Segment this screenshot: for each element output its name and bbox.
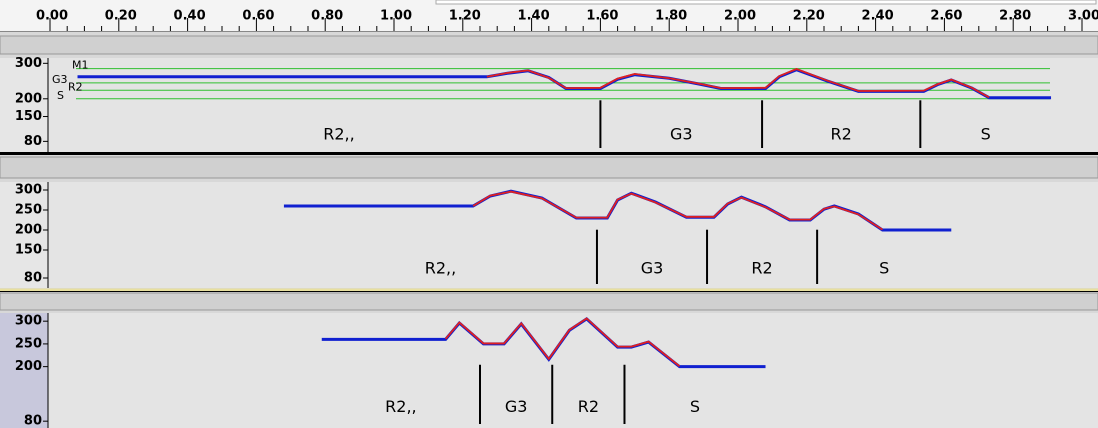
ruler-label: 0.40: [174, 9, 206, 24]
segment-label: S: [690, 397, 700, 416]
segment-label: R2: [751, 258, 772, 277]
y-tick-label: 250: [15, 203, 42, 218]
reference-label: R2: [68, 80, 83, 93]
y-tick-label: 300: [15, 314, 42, 329]
ruler-selection: [435, 0, 1097, 5]
ruler-label: 3.00: [1068, 9, 1098, 24]
plot-area: [48, 58, 1098, 152]
ruler-label: 1.60: [586, 9, 618, 24]
pitch-line: [486, 68, 990, 99]
ruler-label: 2.40: [862, 9, 894, 24]
y-tick-label: 80: [24, 271, 42, 286]
y-tick-label: 80: [24, 414, 42, 428]
ruler-label: 1.80: [655, 9, 687, 24]
ruler-label: 2.20: [793, 9, 825, 24]
ruler-label: 0.20: [105, 9, 137, 24]
segment-label: R2,,: [323, 125, 354, 144]
y-tick-label: 150: [15, 243, 42, 258]
ruler-label: 0.00: [36, 9, 68, 24]
ruler-label: 1.20: [449, 9, 481, 24]
track-header: [0, 156, 1098, 179]
pitch-line: [472, 190, 883, 231]
reference-label: G3: [52, 73, 68, 86]
plot-area: [48, 313, 1098, 428]
segment-label: R2: [831, 125, 852, 144]
y-tick-label: 150: [15, 109, 42, 124]
y-tick-label: 200: [15, 223, 42, 238]
track-header: [0, 35, 1098, 55]
y-tick-label: 300: [15, 56, 42, 71]
y-tick-label: 300: [15, 183, 42, 198]
track-header: [0, 292, 1098, 311]
y-tick-label: 80: [24, 134, 42, 149]
segment-label: G3: [505, 397, 528, 416]
segment-label: G3: [670, 125, 693, 144]
segment-label: R2,,: [425, 258, 456, 277]
segment-label: S: [981, 125, 991, 144]
segment-label: R2: [578, 397, 599, 416]
y-tick-label: 200: [15, 359, 42, 374]
ruler-label: 2.00: [724, 9, 756, 24]
y-axis-area: [0, 182, 48, 288]
ruler-label: 1.00: [380, 9, 412, 24]
ruler-label: 2.60: [930, 9, 962, 24]
ruler-label: 2.80: [999, 9, 1031, 24]
reference-label: S: [57, 89, 64, 102]
y-axis-area: [0, 58, 48, 152]
y-axis-area: [0, 313, 48, 428]
ruler-label: 0.80: [311, 9, 343, 24]
segment-label: S: [879, 258, 889, 277]
ruler-label: 0.60: [242, 9, 274, 24]
segment-label: R2,,: [385, 397, 416, 416]
ruler-label: 1.40: [518, 9, 550, 24]
plot-area: [48, 182, 1098, 288]
segment-label: G3: [641, 258, 664, 277]
y-tick-label: 250: [15, 336, 42, 351]
pitch-line: [444, 317, 681, 367]
y-tick-label: 200: [15, 91, 42, 106]
reference-label: M1: [72, 59, 89, 72]
